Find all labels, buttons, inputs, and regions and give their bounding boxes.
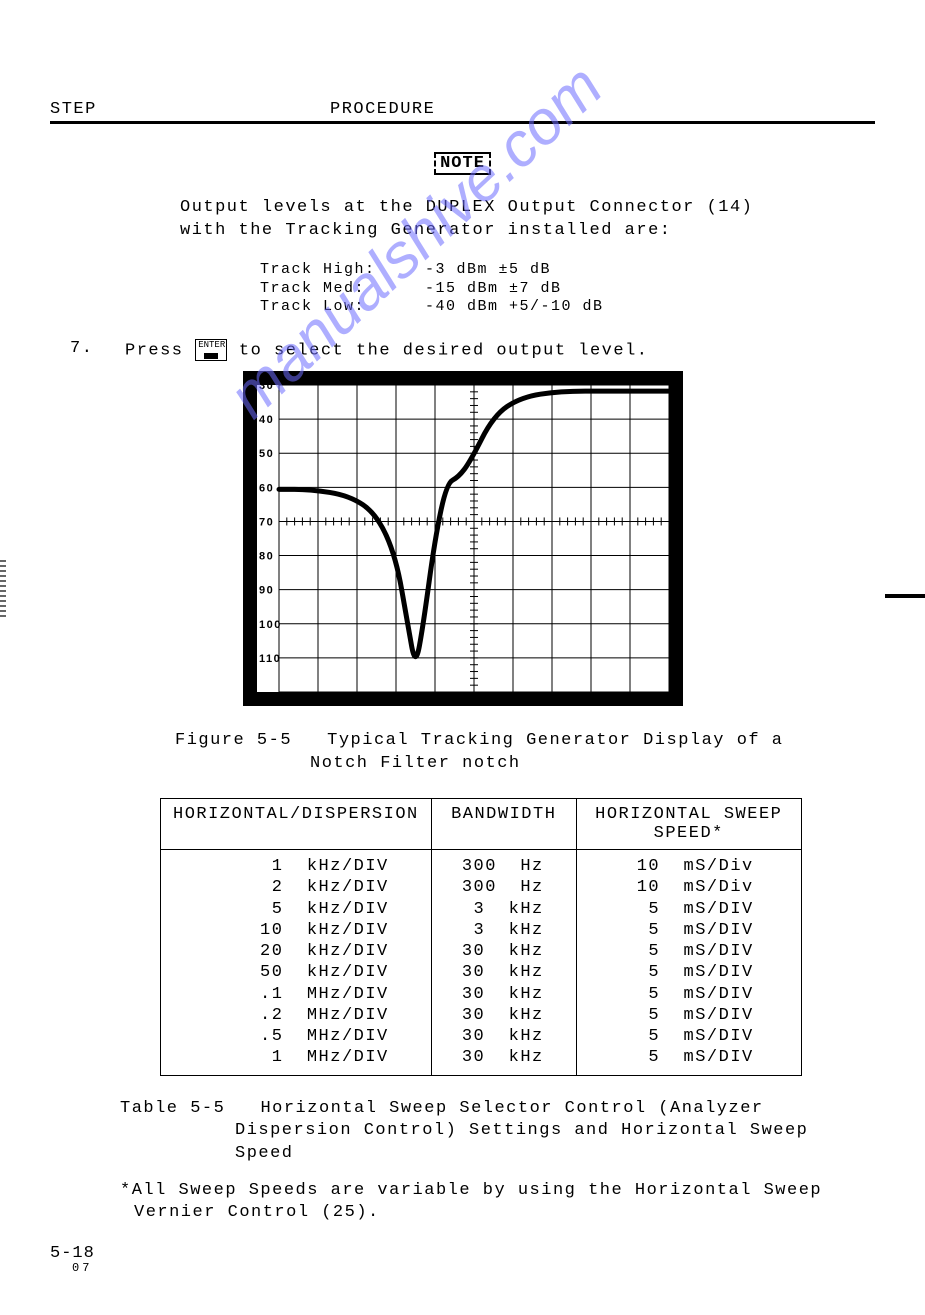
table-label: Table 5-5: [120, 1099, 225, 1118]
scan-artifact: [0, 560, 6, 620]
note-badge-wrap: NOTE: [50, 152, 875, 175]
step-text: Press ENTER to select the desired output…: [125, 339, 875, 361]
note-badge: NOTE: [434, 152, 491, 175]
svg-text:70: 70: [259, 517, 274, 529]
track-row: Track High: -3 dBm ±5 dB: [260, 261, 875, 280]
svg-text:100: 100: [259, 619, 282, 631]
svg-text:50: 50: [259, 448, 274, 460]
step-post: to select the desired output level.: [239, 342, 649, 361]
note-text: Output levels at the DUPLEX Output Conne…: [180, 197, 875, 243]
page-number: 5-18 07: [50, 1245, 875, 1275]
table-caption: Table 5-5 Horizontal Sweep Selector Cont…: [120, 1098, 875, 1167]
figure-text: Notch Filter notch: [175, 753, 875, 776]
scope-display: 30 40 50 60 70 80 90 100 110: [243, 371, 683, 706]
table-text: Horizontal Sweep Selector Control (Analy…: [260, 1099, 763, 1118]
table-header: BANDWIDTH: [431, 799, 576, 850]
svg-text:110: 110: [259, 653, 281, 665]
footnote-line: *All Sweep Speeds are variable by using …: [120, 1181, 822, 1200]
svg-text:60: 60: [259, 482, 274, 494]
table-cell: 300 Hz300 Hz 3 kHz 3 kHz 30 kHz 30 kHz 3…: [431, 850, 576, 1076]
column-headers: STEP PROCEDURE: [50, 100, 875, 124]
track-value: -40 dBm +5/-10 dB: [425, 298, 604, 317]
step-7: 7. Press ENTER to select the desired out…: [50, 339, 875, 361]
svg-text:30: 30: [259, 380, 274, 392]
svg-text:80: 80: [259, 551, 274, 563]
track-row: Track Med: -15 dBm ±7 dB: [260, 280, 875, 299]
step-number: 7.: [50, 339, 125, 361]
header-step: STEP: [50, 100, 330, 119]
track-value: -3 dBm ±5 dB: [425, 261, 551, 280]
svg-text:40: 40: [259, 414, 274, 426]
footnote-line: Vernier Control (25).: [120, 1202, 875, 1224]
revision-number: 07: [50, 1262, 875, 1275]
note-line: with the Tracking Generator installed ar…: [180, 220, 875, 243]
svg-text:90: 90: [259, 585, 274, 597]
figure-caption: Figure 5-5 Typical Tracking Generator Di…: [175, 730, 875, 776]
track-value: -15 dBm ±7 dB: [425, 280, 562, 299]
scope-figure: 30 40 50 60 70 80 90 100 110: [50, 371, 875, 712]
step-pre: Press: [125, 342, 195, 361]
footnote: *All Sweep Speeds are variable by using …: [120, 1180, 875, 1224]
sweep-table: HORIZONTAL/DISPERSION BANDWIDTH HORIZONT…: [160, 798, 802, 1076]
track-row: Track Low: -40 dBm +5/-10 dB: [260, 298, 875, 317]
track-label: Track High:: [260, 261, 425, 280]
figure-label: Figure 5-5: [175, 731, 292, 750]
table-cell: 1 kHz/DIV 2 kHz/DIV 5 kHz/DIV10 kHz/DIV2…: [161, 850, 432, 1076]
table-cell: 10 mS/Div10 mS/Div 5 mS/DIV 5 mS/DIV 5 m…: [576, 850, 801, 1076]
table-header: HORIZONTAL/DISPERSION: [161, 799, 432, 850]
figure-text: Typical Tracking Generator Display of a: [327, 731, 783, 750]
scan-artifact-right: [885, 594, 925, 598]
track-label: Track Med:: [260, 280, 425, 299]
table-text: Speed: [120, 1143, 875, 1166]
table-text: Dispersion Control) Settings and Horizon…: [120, 1120, 875, 1143]
track-levels: Track High: -3 dBm ±5 dB Track Med: -15 …: [260, 261, 875, 317]
note-line: Output levels at the DUPLEX Output Conne…: [180, 197, 875, 220]
enter-key-icon: ENTER: [195, 339, 227, 361]
page: STEP PROCEDURE NOTE Output levels at the…: [0, 0, 925, 1315]
table-header: HORIZONTAL SWEEPSPEED*: [576, 799, 801, 850]
header-procedure: PROCEDURE: [330, 100, 875, 119]
track-label: Track Low:: [260, 298, 425, 317]
